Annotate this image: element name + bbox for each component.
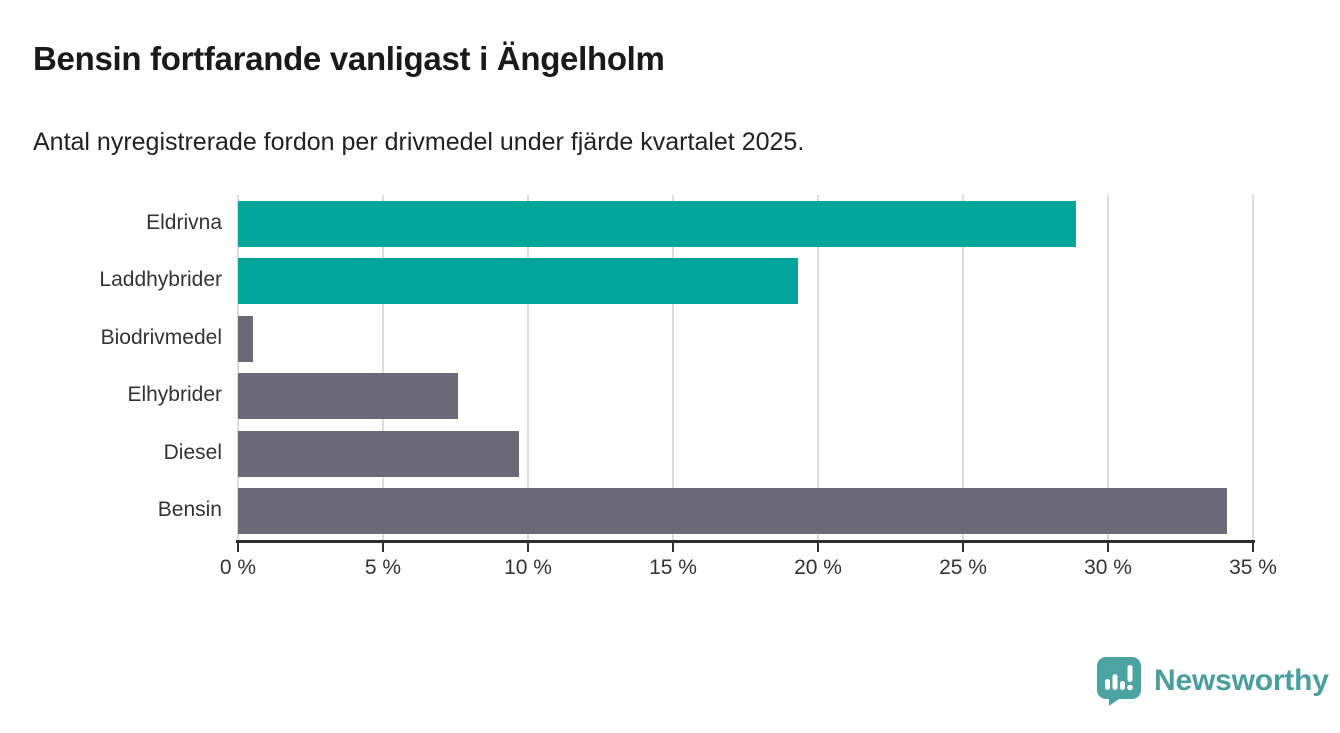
- x-axis-tick: [527, 540, 529, 552]
- category-label: Biodrivmedel: [100, 325, 222, 349]
- category-label: Laddhybrider: [99, 268, 222, 292]
- x-axis-tick: [382, 540, 384, 552]
- gridline: [382, 195, 384, 540]
- x-axis-tick: [962, 540, 964, 552]
- x-axis-tick-label: 20 %: [794, 556, 842, 579]
- x-axis-line: [236, 540, 1255, 543]
- gridline: [237, 195, 239, 540]
- page-subtitle: Antal nyregistrerade fordon per drivmede…: [33, 128, 805, 156]
- x-axis-tick-label: 0 %: [219, 556, 257, 579]
- bar: [238, 315, 253, 362]
- x-axis-tick-label: 35 %: [1229, 556, 1277, 579]
- newsworthy-brand-text: Newsworthy: [1154, 664, 1329, 697]
- category-label: Eldrivna: [146, 210, 222, 234]
- bar: [238, 258, 798, 305]
- gridline: [1252, 195, 1254, 540]
- newsworthy-speech-bubble-chart-icon: [1097, 657, 1141, 706]
- gridline: [962, 195, 964, 540]
- x-axis-tick: [817, 540, 819, 552]
- x-axis-tick: [1252, 540, 1254, 552]
- category-label: Elhybrider: [127, 383, 222, 407]
- gridline: [527, 195, 529, 540]
- bar-row: Eldrivna: [0, 195, 1340, 253]
- x-axis-tick: [672, 540, 674, 552]
- bar: [238, 430, 520, 477]
- bar-row: Laddhybrider: [0, 253, 1340, 311]
- x-axis-tick-label: 25 %: [939, 556, 987, 579]
- x-axis-tick-label: 15 %: [649, 556, 697, 579]
- gridline: [1107, 195, 1109, 540]
- newsworthy-logo: Newsworthy: [1096, 656, 1329, 706]
- bar-row: Elhybrider: [0, 368, 1340, 426]
- x-axis-tick: [1107, 540, 1109, 552]
- x-axis-tick: [237, 540, 239, 552]
- x-axis-tick-label: 10 %: [504, 556, 552, 579]
- bar: [238, 488, 1227, 535]
- page-title: Bensin fortfarande vanligast i Ängelholm: [33, 40, 665, 77]
- gridline: [817, 195, 819, 540]
- x-axis-tick-label: 5 %: [364, 556, 402, 579]
- category-label: Bensin: [157, 498, 222, 522]
- bar: [238, 200, 1077, 247]
- bar-row: Biodrivmedel: [0, 310, 1340, 368]
- x-axis-tick-label: 30 %: [1084, 556, 1132, 579]
- gridline: [672, 195, 674, 540]
- bar: [238, 373, 459, 420]
- category-label: Diesel: [163, 440, 222, 464]
- bar-row: Bensin: [0, 483, 1340, 541]
- bar-row: Diesel: [0, 425, 1340, 483]
